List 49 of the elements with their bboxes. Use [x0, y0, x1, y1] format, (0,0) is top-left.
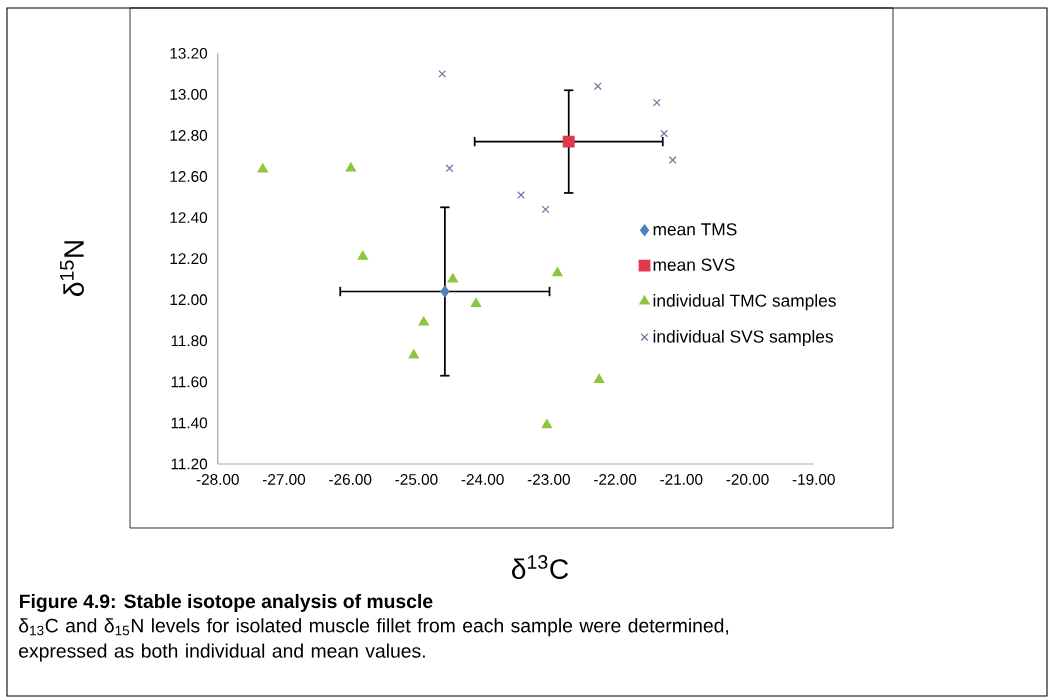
- x-tick-label: -19.00: [792, 474, 835, 485]
- y-tick-label: 12.00: [170, 294, 208, 306]
- y-tick-label: 12.40: [170, 212, 208, 224]
- y-tick-label: 12.20: [170, 253, 208, 265]
- point: [445, 164, 454, 173]
- y-tick-label: 12.80: [170, 130, 208, 141]
- text: Figure 4.9: Stable isotope analysis of muscle: [20, 593, 433, 613]
- y-tick-label: 11.60: [171, 376, 208, 388]
- point: [257, 163, 268, 173]
- point: [345, 162, 357, 172]
- point: [470, 297, 482, 308]
- y-tick-label: 11.40: [171, 417, 208, 429]
- y-tick-label: 11.80: [171, 335, 208, 347]
- x-tick-label: -24.00: [461, 474, 504, 485]
- point: [408, 349, 419, 359]
- y-tick-label: 13.00: [170, 88, 208, 100]
- point: [660, 129, 668, 138]
- x-tick-label: -23.00: [527, 474, 570, 485]
- point: [438, 69, 447, 78]
- point: [447, 273, 459, 283]
- y-tick-label: 12.60: [170, 171, 208, 182]
- legend-label: mean SVS: [653, 258, 735, 271]
- legend-label: mean TMS: [653, 223, 737, 236]
- point: [440, 285, 450, 298]
- x-tick-label: -25.00: [395, 474, 438, 485]
- x-tick-label: -20.00: [726, 474, 769, 485]
- x-tick-label: -21.00: [660, 474, 703, 485]
- x-tick-label: -26.00: [329, 474, 372, 485]
- point: [418, 316, 429, 326]
- point: [541, 419, 553, 429]
- point: [357, 250, 368, 260]
- point: [562, 135, 575, 148]
- point: [552, 267, 563, 277]
- y-tick-label: 11.20: [171, 458, 208, 470]
- x-axis-title: δ$^{13}$C: [512, 555, 569, 579]
- x-tick-label: -22.00: [594, 474, 637, 485]
- y-axis-title: δ$^{15}$N: [60, 241, 84, 296]
- y-tick-label: 13.20: [170, 47, 208, 59]
- point: [541, 205, 550, 214]
- legend-label: individual TMC samples: [653, 294, 836, 311]
- legend-label: individual SVS samples: [653, 329, 833, 347]
- point: [517, 191, 525, 199]
- point: [652, 98, 661, 107]
- x-tick-label: -27.00: [262, 474, 306, 485]
- text: δ$_{13}$C and δ$_{15}$N levels for isolated muscle fillet from each sample were determined, expressed as both individual and mean values.: [19, 618, 729, 662]
- point: [668, 156, 677, 164]
- point: [593, 373, 605, 384]
- point: [593, 82, 602, 91]
- x-tick-label: -28.00: [196, 474, 239, 485]
